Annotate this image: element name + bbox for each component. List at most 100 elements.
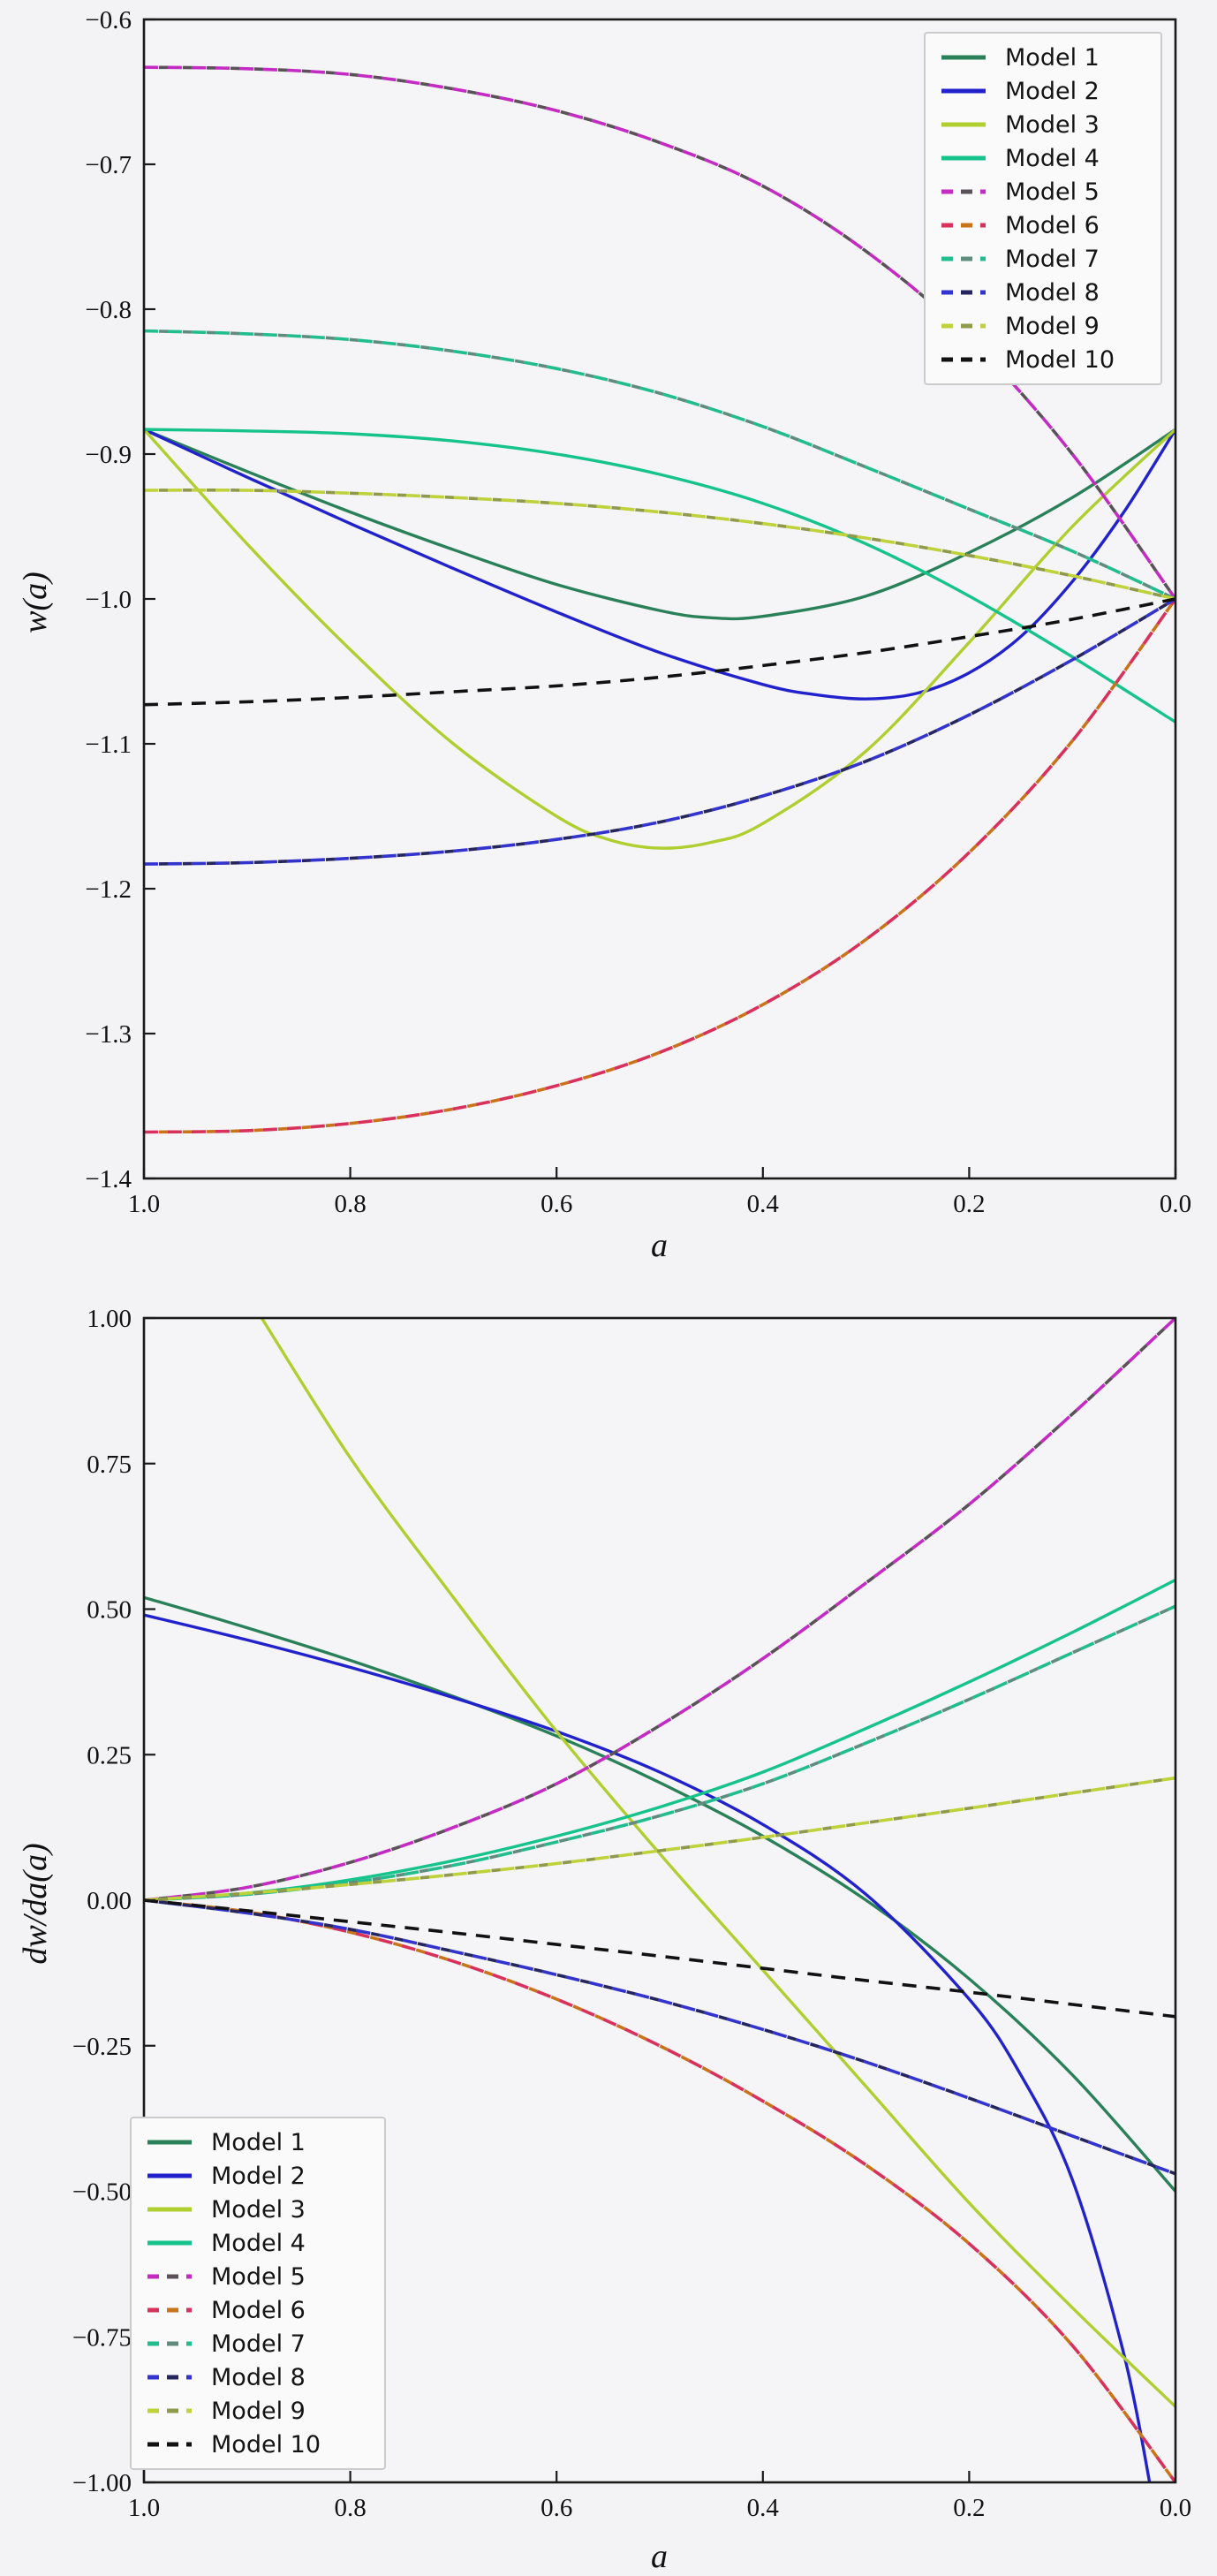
- legend-item-model-1: Model 1: [146, 2125, 370, 2159]
- curve-model-1: [145, 428, 1175, 621]
- legend-item-model-3: Model 3: [146, 2193, 370, 2226]
- x-tick-label: 0.4: [747, 1190, 780, 1218]
- legend-swatch-icon: [147, 2173, 192, 2178]
- curve-model-9: [145, 488, 1175, 601]
- x-tick-label: 1.0: [128, 2494, 160, 2522]
- legend-swatch-icon: [147, 2240, 192, 2246]
- curve-model-9-overlay: [145, 1776, 1175, 1902]
- x-tick-label: 0.4: [747, 2494, 780, 2522]
- legend-swatch-icon: [941, 155, 986, 161]
- y-tick-label: −1.1: [85, 731, 132, 759]
- curve-model-10: [145, 597, 1175, 707]
- legend-swatch-icon: [147, 2274, 192, 2279]
- legend-swatch-icon: [147, 2408, 192, 2413]
- curve-model-3: [145, 428, 1175, 850]
- y-tick-label: −0.6: [85, 6, 132, 34]
- curve-model-9: [145, 1776, 1175, 1902]
- curve-model-9-overlay: [145, 488, 1175, 601]
- legend-swatch-icon: [941, 323, 986, 329]
- legend-item-model-2: Model 2: [146, 2159, 370, 2193]
- curve-model-2: [145, 1613, 1152, 2481]
- y-tick-label: 0.50: [87, 1596, 132, 1625]
- y-tick-label: 0.00: [87, 1887, 132, 1915]
- legend-item-model-5: Model 5: [146, 2260, 370, 2293]
- legend-item-model-3: Model 3: [940, 108, 1146, 141]
- legend-swatch-icon: [147, 2207, 192, 2212]
- legend-item-model-4: Model 4: [146, 2226, 370, 2260]
- curve-model-8: [145, 1898, 1175, 2176]
- y-tick-label: 1.00: [87, 1305, 132, 1333]
- curve-model-6: [145, 597, 1175, 1134]
- legend-swatch-icon: [147, 2442, 192, 2447]
- legend-item-model-10: Model 10: [940, 343, 1146, 376]
- legend-label: Model 10: [1005, 345, 1115, 374]
- x-tick-label: 0.2: [953, 2494, 985, 2522]
- legend-item-model-8: Model 8: [940, 276, 1146, 309]
- legend-label: Model 7: [1005, 245, 1100, 273]
- y-tick-label: −0.50: [72, 2178, 132, 2207]
- legend-label: Model 9: [211, 2397, 306, 2425]
- legend-label: Model 5: [211, 2262, 306, 2291]
- legend-item-model-9: Model 9: [146, 2394, 370, 2428]
- legend-swatch-icon: [147, 2375, 192, 2380]
- curve-model-8-overlay: [145, 1898, 1175, 2176]
- legend-item-model-7: Model 7: [146, 2327, 370, 2360]
- curve-model-5-overlay: [145, 1319, 1175, 1902]
- legend-item-model-6: Model 6: [940, 208, 1146, 242]
- legend-swatch-icon: [941, 189, 986, 194]
- curve-model-5: [145, 1319, 1175, 1902]
- y-tick-label: −0.9: [85, 441, 132, 469]
- legend-swatch-icon: [941, 256, 986, 261]
- legend-label: Model 1: [211, 2128, 306, 2156]
- legend-label: Model 3: [1005, 110, 1100, 139]
- plot-dwda-of-a: 1.0 0.8 0.6 0.4 0.2 0.0 1.00 0.75 0.50 0.25 0.00 −0…: [0, 1290, 1217, 2575]
- y-tick-label: −0.8: [85, 296, 132, 324]
- legend-swatch-icon: [941, 55, 986, 60]
- y-axis-label-dwda: dw/da(a): [17, 1843, 54, 1965]
- legend-label: Model 4: [211, 2229, 306, 2257]
- x-axis-label-w: a: [651, 1227, 668, 1264]
- x-tick-label: 1.0: [128, 1190, 160, 1218]
- legend-item-model-2: Model 2: [940, 74, 1146, 108]
- legend-swatch-icon: [941, 122, 986, 127]
- x-tick-label: 0.0: [1160, 2494, 1191, 2522]
- curve-model-2: [145, 428, 1175, 701]
- x-axis-label-dwda: a: [651, 2538, 668, 2575]
- legend-label: Model 7: [211, 2330, 306, 2358]
- y-tick-label: −0.25: [72, 2033, 132, 2061]
- legend-label: Model 4: [1005, 144, 1100, 172]
- x-tick-label: 0.2: [953, 1190, 985, 1218]
- legend-swatch-icon: [147, 2307, 192, 2313]
- curve-model-4: [145, 428, 1175, 724]
- legend-label: Model 9: [1005, 312, 1100, 340]
- legend-label: Model 5: [1005, 178, 1100, 206]
- legend-label: Model 2: [211, 2162, 306, 2190]
- legend-item-model-10: Model 10: [146, 2428, 370, 2461]
- y-tick-label: −1.3: [85, 1020, 132, 1049]
- x-tick-label: 0.0: [1160, 1190, 1191, 1218]
- curve-model-8: [145, 597, 1175, 866]
- curve-model-6-overlay: [145, 1898, 1175, 2481]
- legend-label: Model 6: [211, 2296, 306, 2324]
- curve-model-5: [145, 65, 1175, 601]
- legend-label: Model 6: [1005, 211, 1100, 239]
- y-tick-label: −1.2: [85, 875, 132, 904]
- legend-label: Model 8: [211, 2363, 306, 2391]
- y-tick-label: −1.00: [72, 2469, 132, 2497]
- y-tick-label: −0.75: [72, 2323, 132, 2352]
- y-tick-label: −1.4: [85, 1165, 132, 1193]
- legend-dwda: Model 1 Model 2 Model 3 Model 4 Model 5 Model…: [130, 2117, 386, 2470]
- y-tick-label: 0.75: [87, 1451, 132, 1479]
- legend-swatch-icon: [941, 290, 986, 295]
- legend-item-model-6: Model 6: [146, 2293, 370, 2327]
- y-tick-label: 0.25: [87, 1741, 132, 1769]
- legend-item-model-1: Model 1: [940, 41, 1146, 74]
- legend-item-model-5: Model 5: [940, 175, 1146, 208]
- curve-model-1: [145, 1595, 1175, 2193]
- x-tick-label: 0.8: [334, 1190, 366, 1218]
- legend-label: Model 1: [1005, 43, 1100, 72]
- curve-model-3: [260, 1319, 1175, 2408]
- legend-label: Model 10: [211, 2430, 321, 2459]
- x-tick-label: 0.8: [334, 2494, 366, 2522]
